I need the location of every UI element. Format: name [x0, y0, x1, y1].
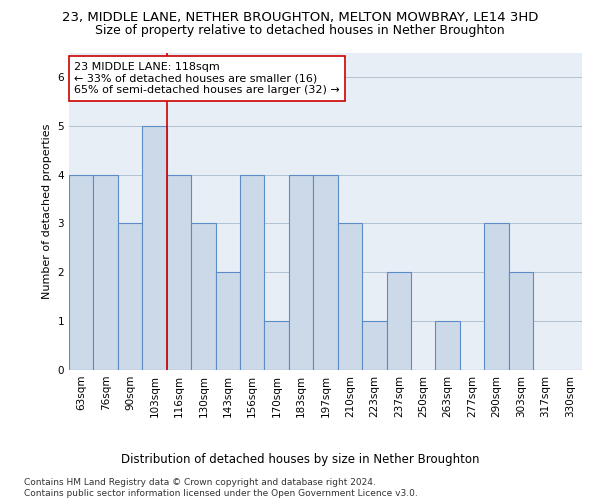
- Text: 23, MIDDLE LANE, NETHER BROUGHTON, MELTON MOWBRAY, LE14 3HD: 23, MIDDLE LANE, NETHER BROUGHTON, MELTO…: [62, 11, 538, 24]
- Bar: [142, 126, 167, 370]
- Bar: [313, 174, 338, 370]
- Bar: [436, 321, 460, 370]
- Bar: [167, 174, 191, 370]
- Bar: [191, 224, 215, 370]
- Bar: [386, 272, 411, 370]
- Bar: [484, 224, 509, 370]
- Bar: [362, 321, 386, 370]
- Bar: [215, 272, 240, 370]
- Bar: [69, 174, 94, 370]
- Bar: [289, 174, 313, 370]
- Bar: [94, 174, 118, 370]
- Text: Contains HM Land Registry data © Crown copyright and database right 2024.
Contai: Contains HM Land Registry data © Crown c…: [24, 478, 418, 498]
- Bar: [240, 174, 265, 370]
- Bar: [265, 321, 289, 370]
- Text: Size of property relative to detached houses in Nether Broughton: Size of property relative to detached ho…: [95, 24, 505, 37]
- Bar: [118, 224, 142, 370]
- Bar: [338, 224, 362, 370]
- Y-axis label: Number of detached properties: Number of detached properties: [42, 124, 52, 299]
- Text: Distribution of detached houses by size in Nether Broughton: Distribution of detached houses by size …: [121, 452, 479, 466]
- Bar: [509, 272, 533, 370]
- Text: 23 MIDDLE LANE: 118sqm
← 33% of detached houses are smaller (16)
65% of semi-det: 23 MIDDLE LANE: 118sqm ← 33% of detached…: [74, 62, 340, 95]
